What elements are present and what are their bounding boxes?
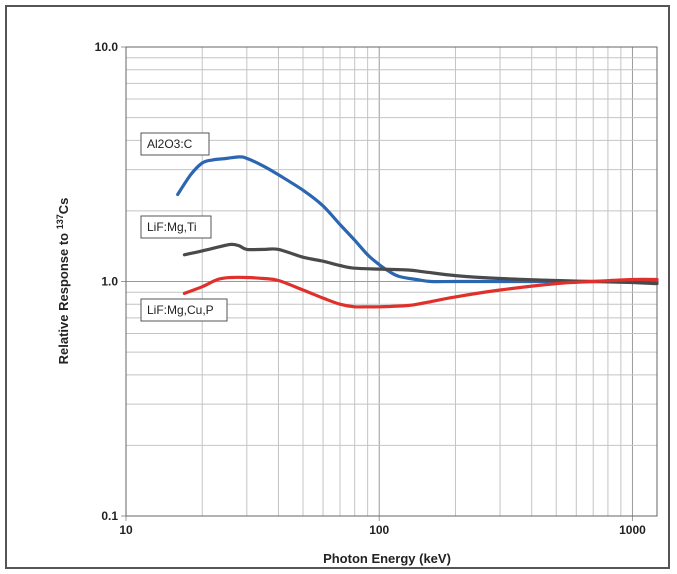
series-labels: Al2O3:C LiF:Mg,Ti LiF:Mg,Cu,P xyxy=(140,132,228,322)
label-box-lif-mg-ti xyxy=(140,215,212,239)
y-tick-label: 10.0 xyxy=(95,40,119,54)
series-line-lif-mg-cu-p xyxy=(182,275,659,309)
x-tick-label: 1000 xyxy=(619,523,646,537)
x-axis-title: Photon Energy (keV) xyxy=(323,551,451,566)
x-tick-label: 10 xyxy=(119,523,133,537)
tick-labels: 10 100 1000 0.1 1.0 10.0 xyxy=(95,40,646,537)
series-line-al2o3-c xyxy=(176,155,659,284)
series-label-lif-mg-ti: LiF:Mg,Ti xyxy=(147,220,197,234)
grid xyxy=(121,46,657,521)
series-label-lif-mg-cu-p: LiF:Mg,Cu,P xyxy=(147,303,214,317)
y-axis-title-main: Relative Response to xyxy=(56,229,71,364)
y-tick-label: 1.0 xyxy=(101,275,118,289)
series-line-lif-mg-ti xyxy=(182,242,659,286)
label-box-lif-mg-cu-p xyxy=(140,298,228,322)
y-axis-title-sup: 137 xyxy=(55,214,65,229)
y-axis-title-end: Cs xyxy=(56,198,71,215)
y-tick-label: 0.1 xyxy=(101,509,118,523)
label-box-al2o3-c xyxy=(140,132,210,156)
series-label-al2o3-c: Al2O3:C xyxy=(147,137,193,151)
series-layer xyxy=(176,155,659,309)
y-axis-title: Relative Response to 137Cs xyxy=(55,198,71,365)
x-tick-label: 100 xyxy=(369,523,389,537)
